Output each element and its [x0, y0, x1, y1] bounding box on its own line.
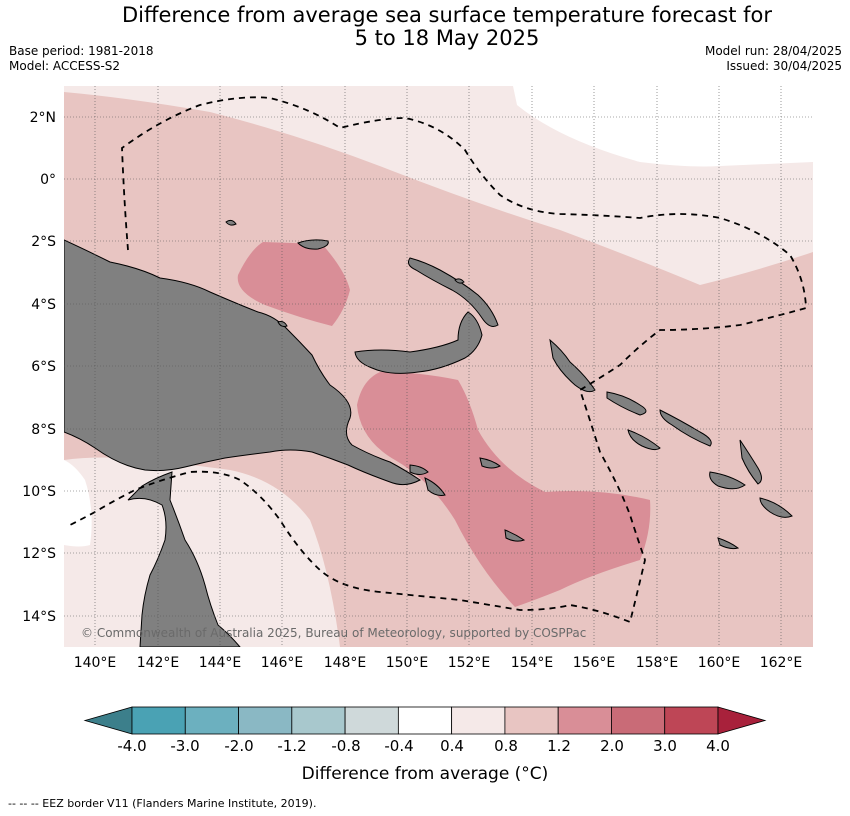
colorbar-tick: -1.2 [277, 737, 306, 755]
model-run: Model run: 28/04/2025 [704, 44, 842, 58]
lat-label: 0° [40, 172, 56, 188]
lon-label: 150°E [386, 655, 429, 671]
neutral-region-north [513, 86, 813, 167]
colorbar-swatch [291, 706, 346, 735]
model-name: Model: ACCESS-S2 [9, 59, 121, 73]
lon-label: 146°E [261, 655, 304, 671]
lon-label: 158°E [636, 655, 679, 671]
lon-label: 140°E [74, 655, 117, 671]
lon-label: 160°E [698, 655, 741, 671]
longitude-labels: 140°E 142°E 144°E 146°E 148°E 150°E 152°… [74, 655, 803, 671]
eez-legend: -- -- -- EEZ border V11 (Flanders Marine… [8, 797, 317, 810]
map-area: © Commonwealth of Australia 2025, Bureau… [64, 86, 813, 647]
land-malaita [739, 439, 762, 485]
land-rossel [504, 529, 526, 542]
colorbar-swatch [238, 706, 293, 735]
map-title-line1: Difference from average sea surface temp… [122, 3, 772, 27]
land-rennell [717, 537, 740, 550]
land-choiseul [606, 391, 647, 416]
colorbar-swatch [451, 706, 506, 735]
colorbar-tick: 0.4 [440, 737, 464, 755]
land-woodlark [479, 457, 501, 469]
lat-label: 8°S [31, 422, 56, 438]
colorbar [83, 706, 767, 735]
copyright-notice: © Commonwealth of Australia 2025, Bureau… [81, 626, 586, 640]
colorbar-extend-low [83, 706, 133, 735]
land-guadalcanal [709, 471, 746, 490]
land-new-ireland [408, 257, 499, 327]
colorbar-tick: 0.8 [494, 737, 518, 755]
colorbar-swatch [131, 706, 186, 735]
lon-label: 152°E [448, 655, 491, 671]
colorbar-swatch [611, 706, 666, 735]
colorbar-swatch [504, 706, 559, 735]
colorbar-tick: -0.4 [384, 737, 413, 755]
base-period: Base period: 1981-2018 [9, 44, 154, 58]
colorbar-tick-labels: -4.0 -3.0 -2.0 -1.2 -0.8 -0.4 0.4 0.8 1.… [117, 737, 730, 755]
land-cape-york [127, 471, 241, 647]
land-new-britain [354, 311, 483, 374]
colorbar-tick: 2.0 [600, 737, 624, 755]
colorbar-tick: -0.8 [331, 737, 360, 755]
land-manus [297, 239, 329, 250]
lon-label: 148°E [324, 655, 367, 671]
colorbar-swatch [664, 706, 719, 735]
lon-label: 142°E [137, 655, 180, 671]
colorbar-title: Difference from average (°C) [301, 764, 549, 784]
graticule [64, 86, 813, 647]
colorbar-tick: 1.2 [547, 737, 571, 755]
meta-right: Model run: 28/04/2025 Issued: 30/04/2025 [705, 44, 842, 74]
land-new-guinea [64, 239, 421, 486]
colorbar-swatch [397, 706, 453, 735]
colorbar-tick: -2.0 [224, 737, 253, 755]
lon-label: 144°E [199, 655, 242, 671]
colorbar-tick: 4.0 [706, 737, 730, 755]
lat-label: 6°S [31, 359, 56, 375]
anomaly-region-0.4-0.8-south [64, 457, 340, 647]
meta-left: Base period: 1981-2018 Model: ACCESS-S2 [9, 44, 154, 74]
latitude-labels: 2°N 0° 2°S 4°S 6°S 8°S 10°S 12°S 14°S [22, 110, 56, 625]
map-title-line2: 5 to 18 May 2025 [354, 26, 540, 50]
lat-label: 2°S [31, 234, 56, 250]
colorbar-tick: -3.0 [170, 737, 199, 755]
lat-label: 10°S [22, 484, 56, 500]
colorbar-swatch [344, 706, 399, 735]
colorbar-tick: 3.0 [653, 737, 677, 755]
colorbar-tick: -4.0 [117, 737, 146, 755]
anomaly-region-1.2-2.0-central [357, 372, 651, 607]
lon-label: 156°E [573, 655, 616, 671]
land-bougainville [549, 338, 596, 393]
land-islet [277, 321, 288, 327]
lat-label: 2°N [30, 110, 56, 126]
eez-borders [69, 96, 807, 624]
colorbar-swatch [557, 706, 612, 735]
land-dentrecasteaux [409, 464, 429, 475]
lon-label: 162°E [760, 655, 803, 671]
colorbar-extend-high [717, 706, 767, 735]
land-makira [759, 497, 793, 518]
anomaly-region-1.2-2.0-north [237, 242, 350, 326]
colorbar-swatch [184, 706, 239, 735]
lat-label: 4°S [31, 297, 56, 313]
lat-label: 12°S [22, 546, 56, 562]
issued-date: Issued: 30/04/2025 [726, 59, 842, 73]
land-islet [454, 278, 465, 284]
lon-label: 154°E [511, 655, 554, 671]
land-new-georgia [627, 429, 661, 451]
lat-label: 14°S [22, 609, 56, 625]
land-islet [225, 219, 237, 226]
land-santa-isabel [659, 409, 712, 447]
